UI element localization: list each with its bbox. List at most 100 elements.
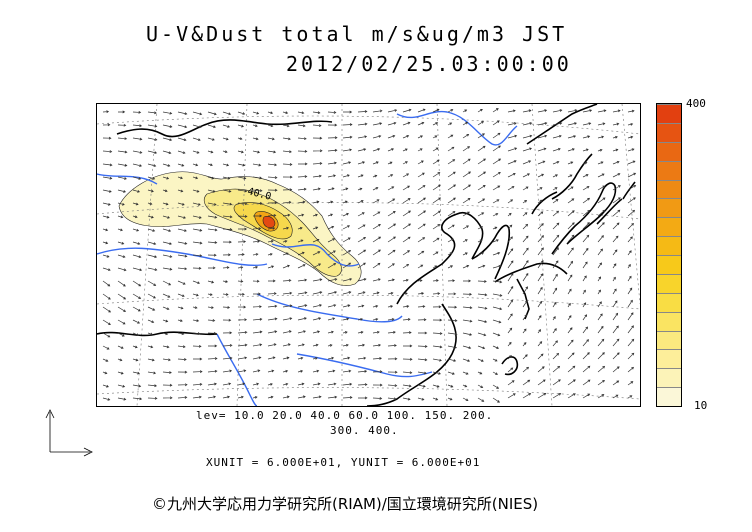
wind-arrow [387, 236, 396, 243]
wind-arrow [192, 124, 202, 129]
wind-arrow [237, 266, 244, 269]
wind-arrow [117, 267, 127, 272]
wind-arrow [327, 123, 338, 127]
wind-arrow [627, 172, 637, 178]
wind-arrow [312, 213, 318, 217]
wind-arrow [462, 319, 473, 323]
wind-arrow [372, 224, 381, 230]
wind-arrow [327, 213, 334, 217]
wind-arrow [147, 215, 154, 219]
wind-arrow [132, 150, 143, 154]
wind-arrow [312, 369, 320, 373]
wind-arrow [252, 305, 262, 309]
wind-arrow [477, 158, 486, 165]
wind-arrow [552, 234, 560, 243]
wind-arrow [102, 163, 113, 167]
wind-arrow [417, 371, 427, 375]
wind-arrow [432, 305, 442, 309]
wind-arrow [567, 339, 574, 347]
wind-arrow [357, 317, 364, 321]
wind-arrow [432, 224, 441, 230]
wind-arrow [102, 176, 113, 180]
wind-arrow [537, 199, 543, 204]
wind-arrow [222, 189, 232, 193]
wind-arrow [282, 291, 293, 295]
wind-arrow [597, 248, 603, 256]
wind-arrow [117, 110, 126, 114]
wind-arrow [132, 384, 142, 388]
wind-arrow [282, 111, 289, 115]
wind-arrow [387, 134, 396, 139]
wind-arrow [462, 239, 468, 243]
wind-arrow [192, 215, 202, 219]
wind-arrow [417, 237, 426, 243]
wind-arrow [507, 122, 517, 126]
wind-arrow [372, 122, 383, 126]
wind-arrow [492, 251, 501, 256]
wind-arrow [282, 163, 293, 166]
wind-arrow [102, 150, 113, 153]
wind-arrow [237, 137, 243, 141]
wind-arrow [462, 292, 472, 296]
wind-arrow [597, 379, 605, 386]
wind-arrow [507, 199, 514, 204]
wind-arrow [417, 121, 425, 126]
wind-arrow [507, 393, 516, 399]
wind-arrow [447, 292, 457, 296]
wind-arrow [222, 395, 231, 399]
wind-arrow [582, 302, 587, 308]
wind-arrow [327, 317, 336, 321]
wind-arrow [447, 332, 458, 336]
wind-arrow [312, 382, 321, 386]
wind-arrow [492, 264, 502, 269]
wind-arrow [342, 212, 349, 217]
map-timestamp: 2012/02/25.03:00:00 [286, 52, 572, 76]
wind-arrow [117, 189, 127, 193]
wind-arrow [327, 344, 333, 347]
wind-arrow [507, 248, 514, 256]
wind-arrow [477, 252, 485, 256]
wind-arrow [207, 280, 215, 284]
wind-arrow [522, 286, 528, 295]
wind-arrow [582, 275, 587, 282]
wind-arrow [507, 134, 518, 139]
wind-arrow [132, 397, 143, 401]
wind-arrow [552, 273, 558, 282]
wind-arrow [357, 199, 364, 204]
wind-arrow [567, 288, 572, 295]
colorbar-min-label: 10 [694, 399, 708, 412]
wind-arrow [342, 200, 348, 204]
colorbar-band [657, 198, 681, 218]
wind-arrow [282, 226, 290, 230]
wind-arrow [402, 161, 408, 165]
wind-arrow [297, 213, 305, 217]
unit-vector-arrows [45, 409, 93, 457]
wind-arrow [567, 393, 576, 399]
wind-arrow [282, 150, 292, 154]
wind-arrow [522, 160, 532, 165]
wind-arrow [102, 293, 111, 300]
wind-arrow [612, 352, 620, 360]
wind-arrow [357, 330, 364, 334]
wind-arrow [432, 251, 439, 256]
wind-arrow [387, 357, 398, 361]
wind-arrow [207, 306, 214, 309]
wind-arrow [132, 241, 141, 245]
wind-arrow [567, 122, 577, 126]
wind-arrow [522, 379, 531, 386]
wind-arrow [522, 134, 533, 139]
wind-arrow [522, 223, 529, 230]
wind-arrow [357, 122, 368, 126]
wind-arrow [387, 161, 393, 165]
wind-arrow [432, 210, 441, 217]
wind-arrow [132, 110, 142, 114]
wind-arrow [477, 121, 484, 126]
wind-arrow [267, 343, 277, 347]
wind-arrow [537, 187, 543, 191]
wind-arrow [162, 358, 171, 362]
wind-arrow [132, 306, 141, 312]
wind-arrow [417, 197, 426, 204]
wind-arrow [387, 397, 397, 401]
wind-arrow [267, 176, 278, 179]
wind-arrow [462, 121, 469, 126]
